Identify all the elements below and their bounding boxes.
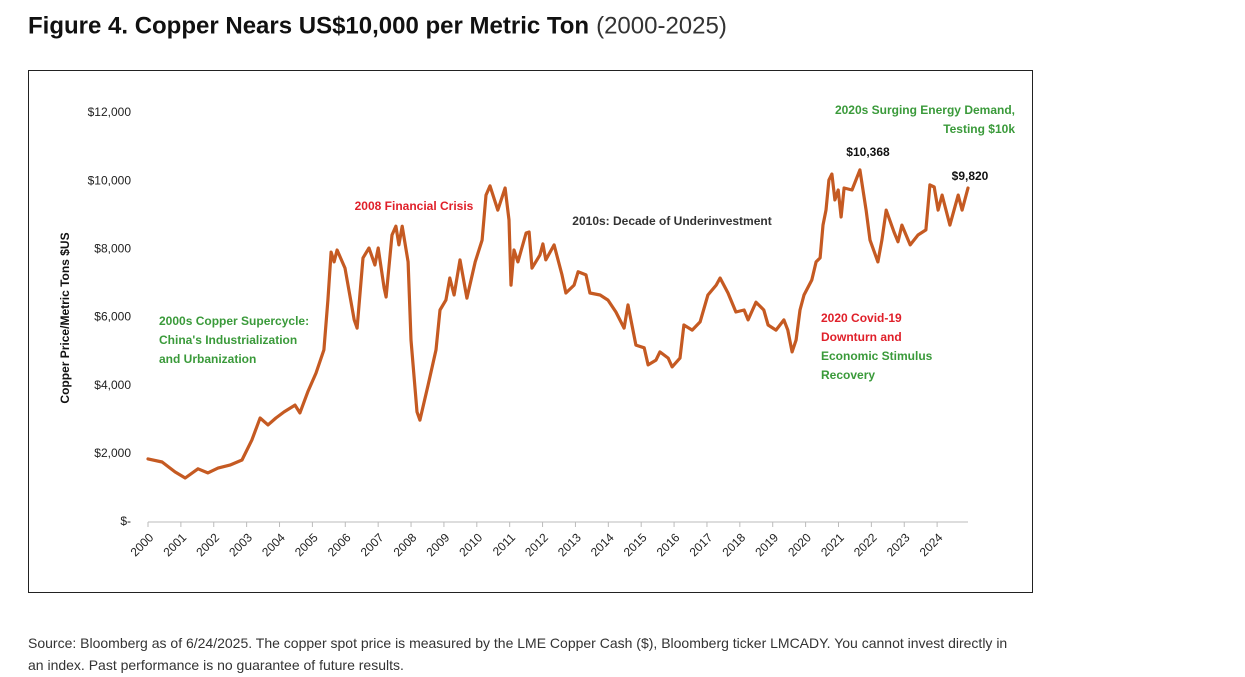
x-tick-label: 2001	[160, 530, 189, 559]
x-tick-label: 2016	[654, 530, 683, 559]
x-tick-label: 2022	[851, 530, 880, 559]
x-tick-label: 2009	[424, 530, 453, 559]
x-tick-label: 2024	[917, 530, 946, 559]
x-tick-label: 2018	[719, 530, 748, 559]
source-note: Source: Bloomberg as of 6/24/2025. The c…	[28, 635, 1008, 673]
annotation: Downturn and	[821, 330, 902, 344]
x-tick-label: 2011	[490, 530, 518, 558]
y-tick-label: $12,000	[88, 105, 132, 119]
chart-subtitle: (2000-2025)	[596, 12, 727, 39]
y-tick-label: $8,000	[94, 242, 131, 256]
y-tick-label: $10,000	[88, 173, 132, 187]
chart-title: Figure 4. Copper Nears US$10,000 per Met…	[28, 12, 589, 39]
annotation: 2010s: Decade of Underinvestment	[572, 214, 771, 228]
annotation: 2020 Covid-19	[821, 311, 902, 325]
x-tick-label: 2010	[456, 530, 485, 559]
y-tick-label: $6,000	[94, 310, 131, 324]
x-tick-label: 2023	[884, 530, 913, 559]
annotation: $10,368	[846, 145, 890, 159]
x-tick-label: 2021	[818, 530, 847, 559]
x-tick-label: 2017	[687, 530, 716, 559]
price-line	[146, 168, 970, 480]
x-tick-label: 2002	[193, 530, 222, 559]
y-tick-label: $-	[120, 514, 131, 528]
annotation: Recovery	[821, 368, 875, 382]
x-tick-label: 2014	[588, 530, 617, 559]
annotation: and Urbanization	[159, 352, 256, 366]
annotation: 2008 Financial Crisis	[355, 199, 474, 213]
x-tick-label: 2006	[325, 530, 354, 559]
annotation: China's Industrialization	[159, 333, 297, 347]
annotation: 2020s Surging Energy Demand,	[835, 103, 1015, 117]
x-tick-label: 2019	[752, 530, 781, 559]
x-tick-label: 2012	[522, 530, 551, 559]
x-tick-label: 2003	[226, 530, 255, 559]
x-tick-label: 2013	[555, 530, 584, 559]
x-tick-label: 2004	[259, 530, 288, 559]
annotation: Economic Stimulus	[821, 349, 933, 363]
x-tick-label: 2015	[621, 530, 650, 559]
y-tick-label: $2,000	[94, 446, 131, 460]
x-tick-label: 2005	[292, 530, 321, 559]
x-tick-label: 2020	[785, 530, 814, 559]
annotation: $9,820	[952, 169, 989, 183]
x-tick-label: 2007	[358, 530, 387, 559]
x-tick-label: 2000	[128, 530, 157, 559]
chart-frame	[28, 70, 1033, 593]
y-tick-label: $4,000	[94, 378, 131, 392]
y-axis-label: Copper Price/Metric Tons $US	[58, 232, 72, 403]
annotation: Testing $10k	[943, 122, 1015, 136]
x-tick-label: 2008	[391, 530, 420, 559]
annotation: 2000s Copper Supercycle:	[159, 314, 309, 328]
